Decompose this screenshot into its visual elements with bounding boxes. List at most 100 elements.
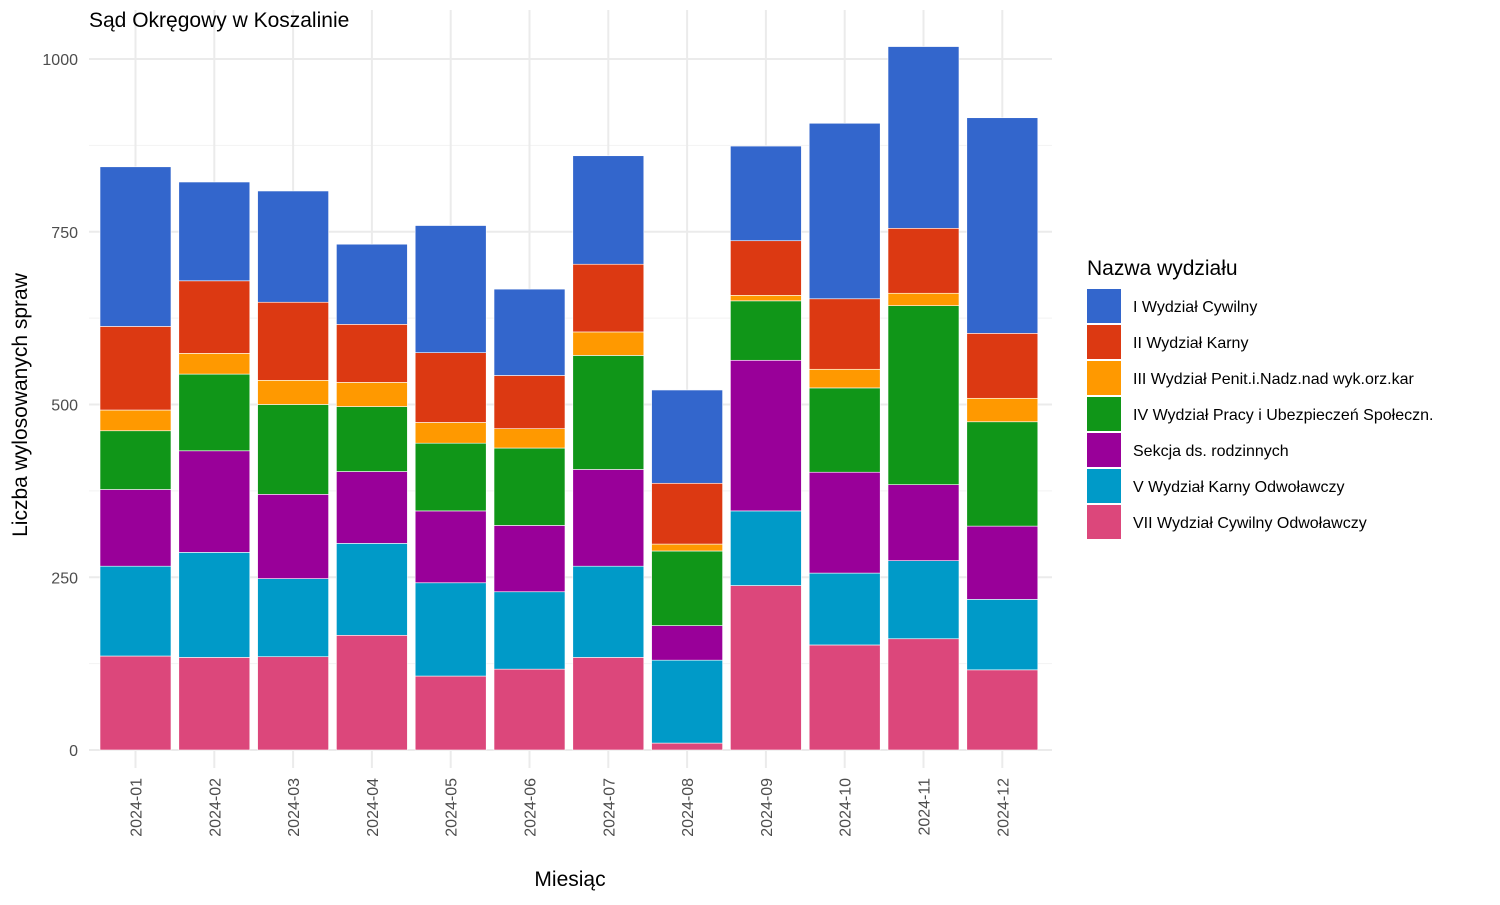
bar-segment [178,657,251,751]
bar-segment [336,406,408,472]
bar-segment [178,450,251,553]
bar-segment [572,565,645,658]
bar-segment [257,656,329,751]
bar-segment [808,368,881,389]
legend-swatch [1087,397,1121,431]
bar-segment [572,469,645,567]
bar-segment [257,380,329,405]
bar-segment [966,397,1039,423]
bar-segment [651,389,723,484]
bar-segment [414,442,487,512]
x-tick-label: 2024-07 [601,778,618,837]
legend-label: III Wydział Penit.i.Nadz.nad wyk.orz.kar [1133,371,1415,388]
bar-segment [414,225,487,353]
x-tick-label: 2024-03 [286,778,303,837]
legend-label: Sekcja ds. rodzinnych [1133,443,1289,460]
legend-label: IV Wydział Pracy i Ubezpieczeń Społeczn. [1133,407,1433,424]
bar-segment [887,305,960,485]
y-tick-label: 0 [69,743,78,760]
bar-segment [493,375,566,429]
bar-segment [336,243,408,325]
legend-swatch [1087,469,1121,503]
bar-segment [99,655,172,751]
bar-segment [336,382,408,407]
bar-segment [966,333,1039,399]
bar-segment [336,543,408,636]
bar-segment [572,155,645,265]
bar-segment [808,387,881,473]
x-tick-label: 2024-12 [995,778,1012,837]
legend-swatch [1087,289,1121,323]
bar-segment [414,352,487,423]
bar-segment [651,482,723,545]
bar-segment [178,181,251,282]
bar-segment [414,422,487,444]
bar-segment [887,46,960,229]
bar-segment [651,625,723,661]
legend-swatch [1087,505,1121,539]
bar-segment [730,145,802,242]
x-tick-label: 2024-08 [680,778,697,837]
bar-segment [572,657,645,751]
bar-segment [178,353,251,375]
x-tick-label: 2024-09 [759,778,776,837]
bar-segment [730,240,802,296]
bar-segment [178,552,251,658]
bar-segment [572,331,645,356]
bar-segment [99,326,172,411]
bar-segment [414,582,487,677]
y-axis-title: Liczba wylosowanych spraw [9,272,32,537]
bar-segment [257,578,329,658]
bar-segment [651,659,723,744]
bar-segment [99,489,172,567]
bar-segment [178,280,251,354]
x-tick-label: 2024-02 [207,778,224,837]
x-tick-label: 2024-11 [917,778,934,836]
x-axis-ticks: 2024-01 2024-02 2024-03 2024-04 2024-05 2024-… [129,778,1013,837]
bar-segment [887,484,960,561]
legend: Nazwa wydziału I Wydział Cywilny II Wydzi… [1087,257,1433,539]
bar-segment [966,421,1039,527]
bar-segment [414,675,487,751]
x-tick-label: 2024-05 [444,778,461,837]
bar-segment [99,430,172,490]
y-tick-label: 500 [51,398,78,415]
bar-segment [887,560,960,640]
bar-segment [99,166,172,327]
bar-segment [966,117,1039,334]
bar-segment [493,525,566,593]
bar-segment [966,525,1039,600]
x-axis-title: Miesiąc [534,868,605,891]
bar-segment [493,668,566,751]
bar-segment [414,510,487,584]
bar-segment [730,585,802,751]
bar-segment [966,599,1039,671]
x-tick-label: 2024-10 [838,778,855,837]
bar-segment [808,298,881,370]
bar-segment [257,404,329,495]
legend-label: I Wydział Cywilny [1133,299,1257,316]
legend-swatch [1087,433,1121,467]
bar-segment [730,510,802,586]
y-tick-label: 1000 [42,52,78,69]
bar-segment [493,288,566,376]
bar-segment [572,263,645,333]
chart-title: Sąd Okręgowy w Koszalinie [89,9,349,32]
bar-segment [730,300,802,361]
bar-segment [99,565,172,657]
bar-segment [257,301,329,381]
bar-segment [336,324,408,383]
bar-segment [257,190,329,303]
legend-swatch [1087,361,1121,395]
bar-segment [651,550,723,626]
bar-segment [99,409,172,432]
bar-segment [887,638,960,751]
x-tick-label: 2024-01 [129,778,146,837]
legend-swatch [1087,325,1121,359]
bar-segment [493,591,566,670]
bar-segment [336,634,408,751]
bar-segment [493,447,566,526]
legend-title: Nazwa wydziału [1087,257,1238,280]
